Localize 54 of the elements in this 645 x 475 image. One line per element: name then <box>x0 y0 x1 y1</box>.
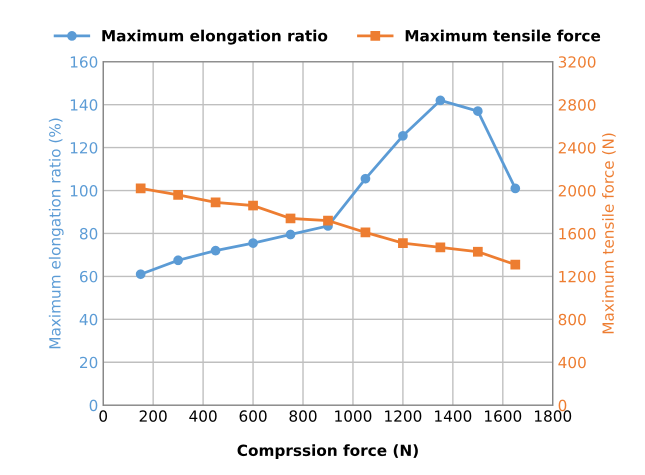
x-tick-label: 600 <box>240 410 267 422</box>
y2-tick-label: 3200 <box>558 56 596 68</box>
point <box>323 216 333 226</box>
y2-tick-label: 400 <box>558 356 586 368</box>
y-tick-label: 100 <box>70 185 98 197</box>
y-tick-label: 60 <box>80 270 98 282</box>
y2-tick-label: 0 <box>558 400 566 412</box>
x-tick-label: 800 <box>289 410 317 422</box>
point <box>210 197 220 208</box>
point <box>360 174 370 184</box>
point <box>510 260 520 270</box>
y-tick-label: 40 <box>80 314 98 326</box>
point <box>286 230 296 240</box>
point <box>136 269 146 280</box>
x-axis-title: Comprssion force (N) <box>238 444 418 460</box>
x-tick-label: 1800 <box>535 410 572 422</box>
x-tick-label: 1000 <box>335 410 372 422</box>
point <box>436 96 446 106</box>
point <box>210 246 220 256</box>
point <box>248 238 258 248</box>
legend-label: Maximum tensile force <box>406 30 600 42</box>
x-tick-label: 1600 <box>485 410 522 422</box>
y2-tick-label: 800 <box>558 314 586 326</box>
point <box>472 106 483 116</box>
y2-tick-label: 2400 <box>558 142 596 154</box>
point <box>173 190 183 200</box>
x-tick-label: 400 <box>189 410 217 422</box>
legend-label: Maximum elongation ratio <box>102 30 328 45</box>
x-tick-label: 1200 <box>385 410 422 422</box>
y2-tick-label: 2800 <box>558 99 596 111</box>
x-tick-label: 200 <box>140 410 167 422</box>
point <box>436 242 446 252</box>
y-tick-label: 160 <box>70 56 98 68</box>
y-axis-title: Maximum elongation ratio (%) <box>48 118 64 348</box>
y2-tick-label: 1200 <box>559 270 596 282</box>
point <box>136 184 146 194</box>
y2-tick-label: 2000 <box>558 185 596 197</box>
y2-tick-label: 1600 <box>559 228 596 240</box>
point <box>173 255 183 266</box>
x-tick-label: 1400 <box>435 410 472 422</box>
y2-axis-title: Maximum tensile force (N) <box>602 133 616 334</box>
y-tick-label: 140 <box>70 99 98 111</box>
point <box>398 130 408 141</box>
x-tick-label: 0 <box>99 410 108 422</box>
point <box>286 214 296 224</box>
point <box>510 184 520 194</box>
point <box>248 200 258 210</box>
point <box>360 228 370 238</box>
point <box>472 246 483 257</box>
y-tick-label: 80 <box>80 228 98 240</box>
y-tick-label: 20 <box>80 356 98 368</box>
point <box>398 238 408 248</box>
y-tick-label: 0 <box>90 400 98 412</box>
y-tick-label: 120 <box>70 142 98 154</box>
